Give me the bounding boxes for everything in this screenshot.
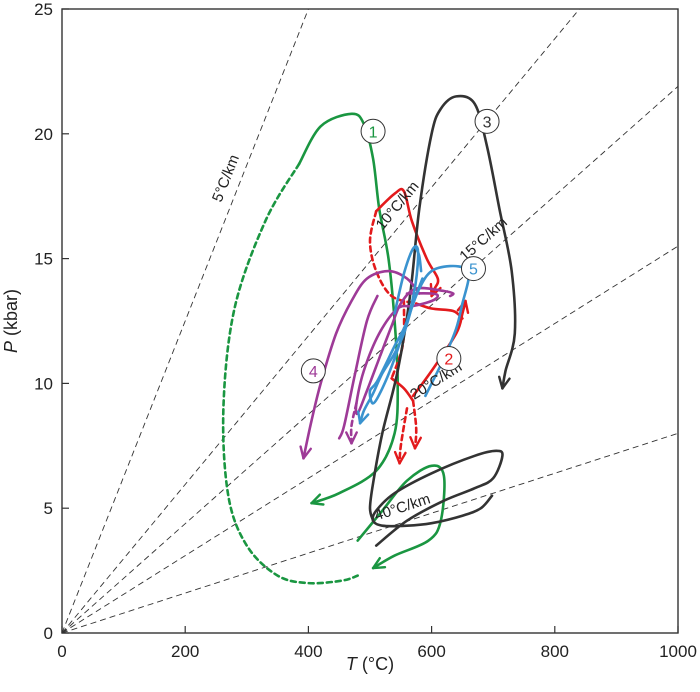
x-tick-label: 1000	[659, 642, 697, 661]
geotherm-label: 5°C/km	[209, 152, 243, 204]
pt-path-segment	[221, 162, 359, 585]
pt-path-arrowhead	[409, 436, 422, 450]
path-number-label: 5	[469, 262, 478, 279]
pt-path-segment	[356, 464, 446, 570]
path-number-circle	[360, 118, 386, 144]
y-axis-title: P (kbar)	[1, 289, 21, 353]
geotherm-line	[62, 9, 580, 633]
geotherm-lines	[62, 9, 678, 633]
pt-path-arrowhead	[393, 450, 407, 465]
pt-path-arrowhead	[299, 445, 312, 460]
geotherm-line	[62, 245, 678, 633]
pt-path-arrowhead	[310, 493, 325, 506]
x-axis-title: T (°C)	[346, 654, 394, 674]
pt-path-arrowhead	[498, 375, 511, 390]
x-tick-label: 400	[294, 642, 322, 661]
x-tick-label: 200	[171, 642, 199, 661]
geotherm-line	[62, 9, 309, 633]
y-tick-label: 5	[44, 499, 53, 518]
y-tick-label: 15	[34, 250, 53, 269]
pt-path-arrowhead	[357, 410, 370, 425]
pt-path-arrowhead	[371, 557, 387, 570]
x-tick-label: 600	[417, 642, 445, 661]
x-tick-label: 0	[57, 642, 66, 661]
pt-path-segment	[390, 299, 406, 380]
x-axis-title-unit: (°C)	[357, 654, 394, 674]
pt-path-arrowhead	[345, 431, 358, 445]
geotherm-label: 40°C/km	[372, 490, 432, 524]
path-number-circle	[460, 256, 486, 282]
pt-path-segment	[414, 247, 423, 273]
path-number-label: 4	[309, 364, 318, 381]
y-tick-label: 10	[34, 374, 53, 393]
pt-path-segment	[398, 407, 409, 465]
path-number-label: 2	[444, 351, 453, 368]
y-tick-label: 20	[34, 125, 53, 144]
geotherm-line	[62, 432, 678, 633]
path-number-circle	[474, 108, 500, 134]
path-number-label: 3	[483, 114, 492, 131]
pt-path-segment	[368, 244, 471, 405]
y-tick-label: 25	[34, 0, 53, 19]
geotherm-line	[62, 86, 678, 633]
path-number-label: 1	[369, 124, 378, 141]
pt-path-segment	[374, 187, 440, 298]
pt-path-segment	[411, 399, 418, 450]
pt-path-segment	[358, 277, 424, 425]
pt-path-segment	[337, 294, 379, 440]
x-tick-label: 800	[541, 642, 569, 661]
pt-path-segment	[368, 94, 517, 522]
y-axis-title-unit: (kbar)	[1, 289, 21, 341]
x-axis-title-variable: T	[346, 654, 359, 674]
path-number-circle	[300, 358, 326, 384]
plot-frame	[61, 8, 679, 634]
y-tick-label: 0	[44, 624, 53, 643]
pt-path-segment	[371, 449, 504, 547]
geotherm-label: 15°C/km	[456, 214, 510, 265]
pt-path-segment	[414, 302, 464, 320]
pt-paths	[221, 94, 517, 585]
pt-path-segment	[411, 299, 467, 398]
y-axis-title-variable: P	[1, 341, 21, 353]
pt-path-segment	[349, 402, 358, 445]
path-number-circle	[436, 345, 462, 371]
